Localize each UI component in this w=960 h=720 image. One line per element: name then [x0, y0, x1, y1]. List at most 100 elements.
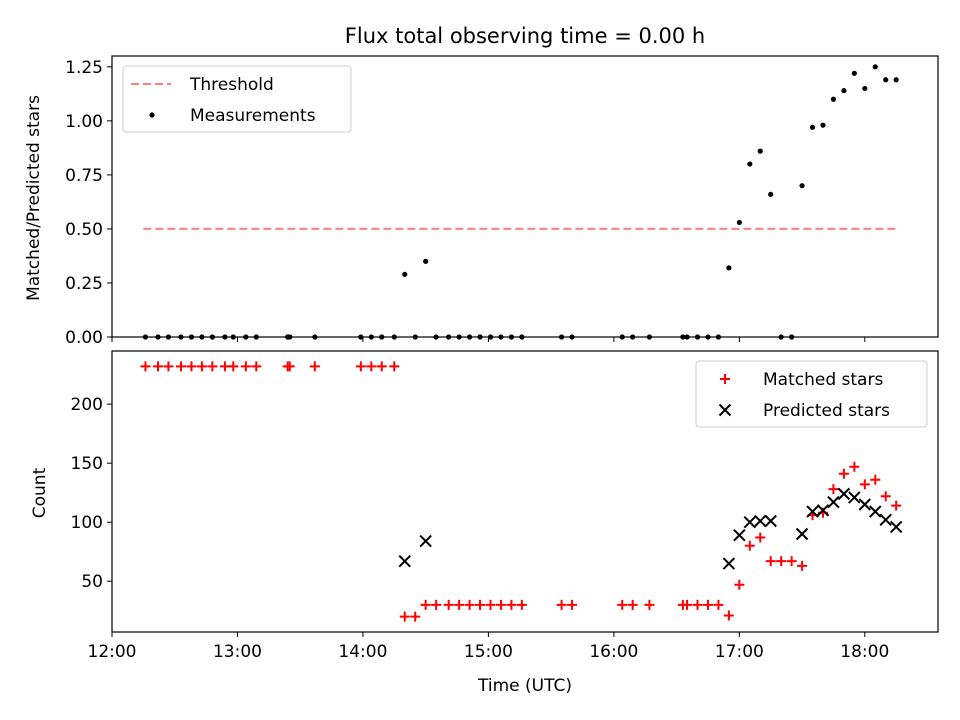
measurement-point	[466, 334, 473, 340]
matched-star-point	[376, 361, 387, 372]
matched-star-point	[516, 599, 527, 610]
matched-star-point	[734, 579, 745, 590]
matched-star-point	[702, 599, 713, 610]
measurement-point	[379, 334, 385, 340]
y-tick-label: 200	[71, 395, 103, 415]
measurement-point	[391, 334, 397, 340]
matched-star-point	[880, 491, 891, 502]
measurement-point	[883, 77, 889, 83]
measurement-point	[477, 334, 483, 340]
y-tick-label: 0.75	[65, 166, 103, 186]
matched-star-point	[744, 540, 755, 551]
matched-star-point	[786, 556, 797, 567]
ratio-plot-area: 0.00 0.25 0.50 0.75 1.00 1.25 Threshold Measure…	[65, 55, 939, 348]
matched-star-point	[713, 599, 724, 610]
measurement-point	[358, 334, 364, 340]
measurement-point	[508, 334, 515, 340]
matched-star-point	[755, 532, 766, 543]
measurement-point	[747, 161, 753, 167]
matched-star-point	[176, 361, 187, 372]
matched-star-point	[251, 361, 262, 372]
matched-star-point	[228, 361, 239, 372]
series-measurements	[142, 64, 899, 340]
x-tick-label: 15:00	[464, 642, 513, 662]
measurement-point	[862, 85, 868, 92]
predicted-star-point	[848, 491, 861, 504]
matched-star-point	[464, 599, 475, 610]
measurement-point	[851, 70, 857, 76]
matched-star-point	[617, 599, 628, 610]
legend: Threshold Measurements	[122, 65, 352, 133]
measurement-point	[368, 334, 374, 340]
matched-star-point	[765, 556, 776, 567]
predicted-star-point	[398, 554, 411, 568]
legend-measurement-swatch	[149, 112, 155, 118]
predicted-star-point	[419, 534, 432, 548]
matched-star-point	[627, 599, 638, 610]
matched-star-point	[838, 468, 849, 479]
series-matched-stars	[140, 361, 902, 622]
count-panel: 12:00 13:00 14:00 15:00 16:00 17:00 18:00 50 100…	[30, 350, 939, 696]
count-y-axis-label: Count	[30, 467, 50, 518]
matched-star-point	[410, 611, 421, 622]
matched-star-point	[207, 361, 218, 372]
x-tick-label: 13:00	[213, 642, 262, 662]
x-tick-label: 17:00	[715, 642, 764, 662]
legend: Matched stars Predicted stars	[695, 360, 928, 428]
matched-star-point	[891, 500, 902, 511]
series-predicted-stars	[398, 487, 903, 570]
measurement-point	[312, 334, 318, 340]
matched-star-point	[495, 599, 506, 610]
matched-star-point	[567, 599, 578, 610]
x-axis-label: Time (UTC)	[477, 676, 572, 696]
matched-star-point	[692, 599, 703, 610]
measurement-point	[619, 334, 625, 340]
measurement-point	[433, 334, 439, 340]
legend-box	[122, 65, 352, 133]
matched-star-point	[284, 361, 295, 372]
matched-star-point	[454, 599, 465, 610]
measurement-point	[165, 334, 172, 340]
x-tick-label: 14:00	[338, 642, 387, 662]
measurement-point	[402, 271, 408, 277]
predicted-star-point	[764, 514, 777, 528]
measurement-point	[142, 334, 149, 340]
legend-box	[695, 360, 928, 428]
predicted-star-point	[858, 498, 872, 511]
matched-star-point	[682, 599, 693, 610]
matched-star-point	[443, 599, 454, 610]
y-tick-label: 0.25	[65, 274, 103, 294]
matched-star-point	[186, 361, 197, 372]
measurement-point	[487, 334, 494, 340]
measurement-point	[287, 334, 293, 340]
matched-star-point	[644, 599, 655, 610]
measurement-point	[412, 334, 418, 340]
predicted-star-point	[806, 505, 819, 518]
measurement-point	[789, 334, 795, 340]
measurement-point	[558, 334, 565, 340]
measurement-point	[199, 334, 205, 340]
matched-star-point	[859, 479, 870, 490]
matched-star-point	[140, 361, 151, 372]
measurement-point	[778, 334, 784, 340]
measurement-point	[680, 334, 686, 340]
predicted-star-point	[733, 528, 746, 542]
measurement-point	[768, 191, 774, 197]
matched-star-point	[153, 361, 164, 372]
matched-star-point	[219, 361, 230, 372]
measurement-point	[498, 334, 504, 340]
measurement-point	[155, 334, 161, 340]
predicted-star-point	[795, 527, 809, 541]
measurement-point	[230, 334, 236, 340]
measurement-point	[630, 334, 636, 340]
measurement-point	[799, 183, 805, 189]
predicted-star-point	[754, 514, 767, 528]
chart-title: Flux total observing time = 0.00 h	[345, 24, 705, 48]
matched-star-point	[420, 599, 431, 610]
measurement-point	[841, 87, 847, 94]
measurement-point	[569, 334, 575, 340]
predicted-star-point	[743, 515, 757, 529]
matched-star-point	[309, 361, 320, 372]
measurement-point	[209, 334, 215, 340]
